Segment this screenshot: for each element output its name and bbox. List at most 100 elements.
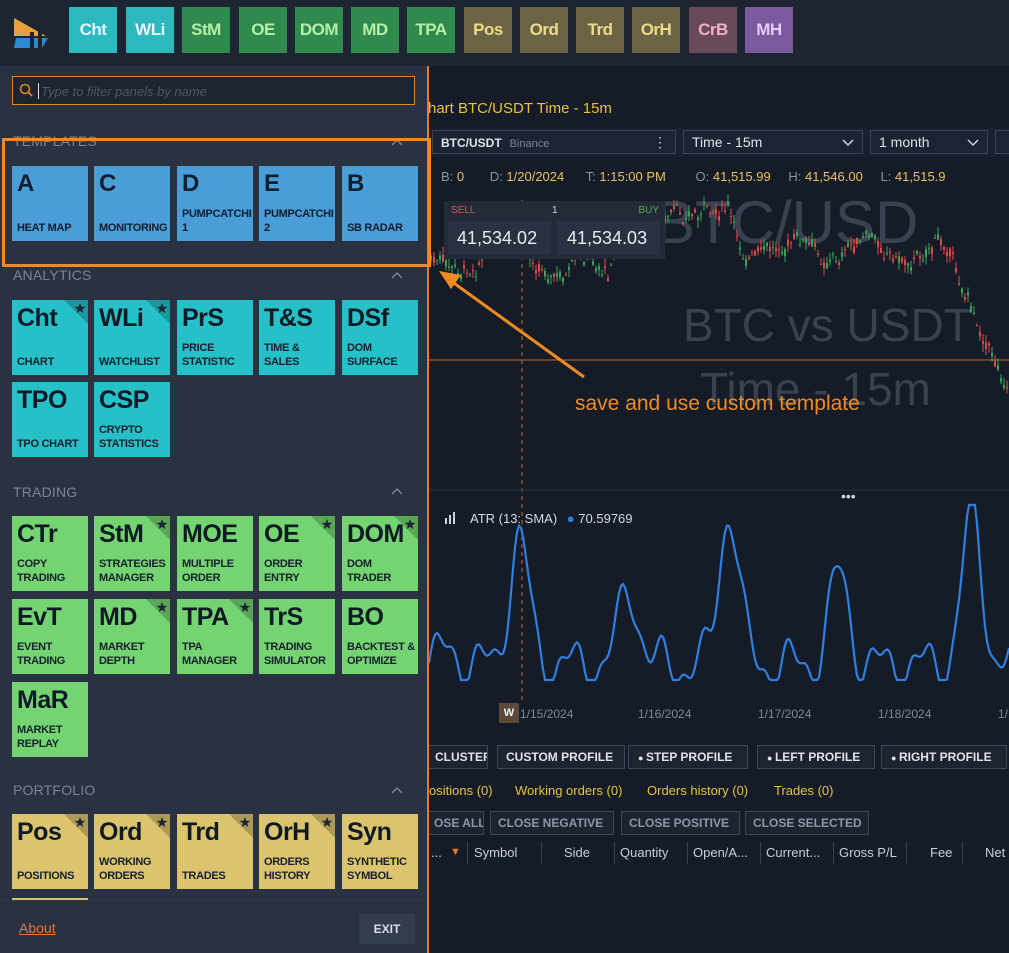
panel-tile-tpa[interactable]: TPA TPA MANAGER	[177, 599, 253, 674]
search-input[interactable]	[41, 80, 401, 102]
tile-name: TRADING SIMULATOR	[264, 641, 326, 667]
panel-tile-dsf[interactable]: DSf DOM SURFACE	[342, 300, 418, 375]
panel-tile-syn[interactable]: Syn SYNTHETIC SYMBOL	[342, 814, 418, 889]
panel-tile-ctr[interactable]: CTr COPY TRADING	[12, 516, 88, 591]
bottom-tab[interactable]: Working orders (0)	[515, 783, 623, 798]
favorite-star-icon[interactable]	[146, 516, 170, 540]
profile-button-left-profile[interactable]: ● LEFT PROFILE	[757, 745, 875, 769]
about-link[interactable]: About	[19, 920, 56, 936]
panel-tile-csp[interactable]: CSP CRYPTO STATISTICS	[94, 382, 170, 457]
favorite-star-icon[interactable]	[146, 599, 170, 623]
toolbar-button-tpa[interactable]: TPA	[407, 7, 455, 53]
panel-tile-e[interactable]: E PUMPCATCHI 2	[259, 166, 335, 241]
panel-tile-c[interactable]: C MONITORING	[94, 166, 170, 241]
toolbar-button-md[interactable]: MD	[351, 7, 399, 53]
favorite-star-icon[interactable]	[311, 814, 335, 838]
close-positions-button[interactable]: OSE ALL	[426, 811, 484, 835]
collapse-portfolio-icon[interactable]	[390, 785, 404, 795]
buy-button[interactable]	[557, 221, 660, 255]
pane-resize-handle[interactable]: •••	[841, 488, 856, 504]
symbol-selector[interactable]: BTC/USDT Binance ⋮	[432, 130, 676, 154]
profile-button-right-profile[interactable]: ● RIGHT PROFILE	[881, 745, 1007, 769]
panel-tile-oe[interactable]: OE ORDER ENTRY	[259, 516, 335, 591]
favorite-star-icon[interactable]	[64, 300, 88, 324]
profile-button-cluster[interactable]: CLUSTER	[426, 745, 488, 769]
panel-tile-orh[interactable]: OrH ORDERS HISTORY	[259, 814, 335, 889]
candle-body	[904, 260, 906, 266]
column-header[interactable]: Side	[564, 845, 591, 860]
panel-tile-evt[interactable]: EvT EVENT TRADING	[12, 599, 88, 674]
toolbar-button-pos[interactable]: Pos	[464, 7, 512, 53]
panel-tile-stm[interactable]: StM STRATEGIES MANAGER	[94, 516, 170, 591]
filter-icon[interactable]: ▼	[450, 846, 461, 858]
close-positions-button[interactable]: CLOSE NEGATIVE	[490, 811, 614, 835]
more-icon[interactable]: ⋮	[653, 134, 667, 150]
bottom-tab[interactable]: Trades (0)	[774, 783, 834, 798]
favorite-star-icon[interactable]	[394, 516, 418, 540]
column-header[interactable]: ...	[431, 845, 442, 860]
panel-tile-trd[interactable]: Trd TRADES	[177, 814, 253, 889]
sell-button[interactable]	[448, 221, 551, 255]
toolbar-button-cht[interactable]: Cht	[69, 7, 117, 53]
panel-tile-mar[interactable]: MaR MARKET REPLAY	[12, 682, 88, 757]
toolbar-button-wli[interactable]: WLi	[126, 7, 174, 53]
column-header[interactable]: Current...	[766, 845, 821, 860]
column-header[interactable]: Fee	[930, 845, 953, 860]
collapse-trading-icon[interactable]	[390, 486, 404, 496]
app-logo-icon[interactable]	[12, 12, 52, 52]
bottom-tab[interactable]: Orders history (0)	[647, 783, 749, 798]
more-controls-button[interactable]	[995, 130, 1009, 154]
candle-body	[931, 247, 933, 254]
panel-tile-prs[interactable]: PrS PRICE STATISTIC	[177, 300, 253, 375]
favorite-star-icon[interactable]	[311, 516, 335, 540]
panel-tile-a[interactable]: A HEAT MAP	[12, 166, 88, 241]
toolbar-button-mh[interactable]: MH	[745, 7, 793, 53]
quantity-label: 1	[552, 205, 558, 216]
panel-tile-bo[interactable]: BO BACKTEST & OPTIMIZE	[342, 599, 418, 674]
panel-tile-ts[interactable]: T&S TIME & SALES	[259, 300, 335, 375]
column-header[interactable]: Open/A...	[693, 845, 748, 860]
close-positions-button[interactable]: CLOSE POSITIVE	[621, 811, 740, 835]
toolbar-button-trd[interactable]: Trd	[576, 7, 624, 53]
panel-tile-tpo[interactable]: TPO TPO CHART	[12, 382, 88, 457]
exit-button[interactable]: EXIT	[359, 914, 415, 944]
collapse-analytics-icon[interactable]	[390, 270, 404, 280]
close-positions-button[interactable]: CLOSE SELECTED	[745, 811, 869, 835]
panel-search-field[interactable]	[12, 76, 415, 105]
candle-body	[601, 274, 603, 276]
timeframe-select[interactable]: Time - 15m	[683, 130, 863, 154]
column-header[interactable]: Gross P/L	[839, 845, 897, 860]
panel-tile-moe[interactable]: MOE MULTIPLE ORDER	[177, 516, 253, 591]
favorite-star-icon[interactable]	[146, 300, 170, 324]
tile-name: PRICE STATISTIC	[182, 342, 235, 368]
range-select[interactable]: 1 month	[870, 130, 988, 154]
panel-tile-wli[interactable]: WLi WATCHLIST	[94, 300, 170, 375]
panel-tile-md[interactable]: MD MARKET DEPTH	[94, 599, 170, 674]
toolbar-button-dom[interactable]: DOM	[295, 7, 343, 53]
toolbar-button-ord[interactable]: Ord	[520, 7, 568, 53]
tile-name: BACKTEST & OPTIMIZE	[347, 641, 415, 667]
panel-tile-trs[interactable]: TrS TRADING SIMULATOR	[259, 599, 335, 674]
favorite-star-icon[interactable]	[146, 814, 170, 838]
panel-tile-ord[interactable]: Ord WORKING ORDERS	[94, 814, 170, 889]
profile-button-custom-profile[interactable]: CUSTOM PROFILE	[497, 745, 625, 769]
panel-tile-dom[interactable]: DOM DOM TRADER	[342, 516, 418, 591]
panel-tile-pos[interactable]: Pos POSITIONS	[12, 814, 88, 889]
profile-button-label: STEP PROFILE	[645, 750, 733, 764]
favorite-star-icon[interactable]	[229, 599, 253, 623]
bid-price: 41,534.02	[457, 228, 538, 248]
profile-button-step-profile[interactable]: ● STEP PROFILE	[628, 745, 748, 769]
toolbar-button-oe[interactable]: OE	[239, 7, 287, 53]
column-header[interactable]: Net	[985, 845, 1006, 860]
panel-tile-d[interactable]: D PUMPCATCHI 1	[177, 166, 253, 241]
column-header[interactable]: Symbol	[474, 845, 518, 860]
panel-tile-cht[interactable]: Cht CHART	[12, 300, 88, 375]
column-header[interactable]: Quantity	[620, 845, 669, 860]
panel-tile-b[interactable]: B SB RADAR	[342, 166, 418, 241]
favorite-star-icon[interactable]	[64, 814, 88, 838]
toolbar-button-orh[interactable]: OrH	[632, 7, 680, 53]
toolbar-button-stm[interactable]: StM	[182, 7, 230, 53]
bottom-tab[interactable]: ositions (0)	[429, 783, 493, 798]
toolbar-button-crb[interactable]: CrB	[689, 7, 737, 53]
favorite-star-icon[interactable]	[229, 814, 253, 838]
